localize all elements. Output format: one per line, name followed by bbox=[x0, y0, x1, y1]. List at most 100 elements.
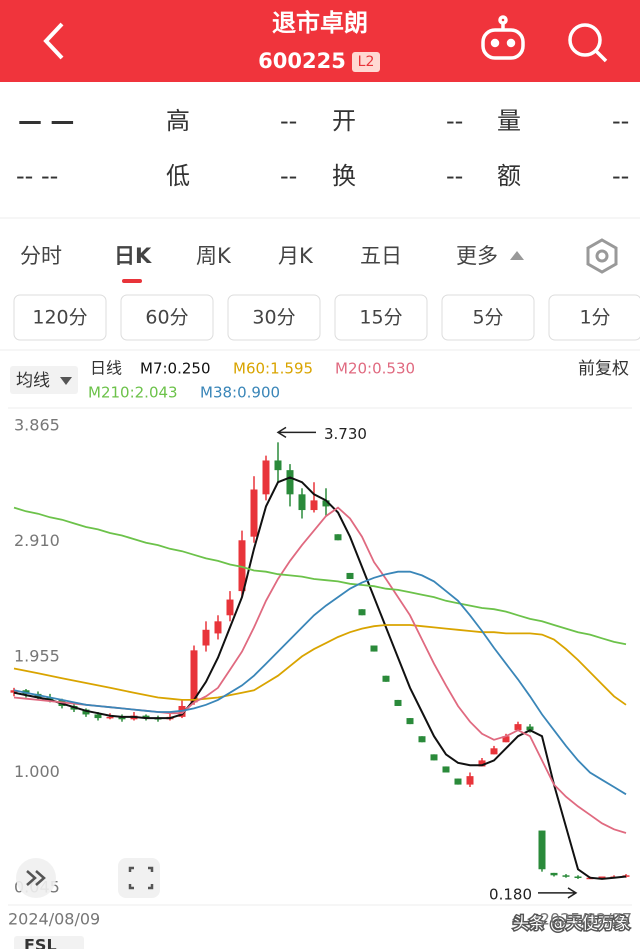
interval-button[interactable] bbox=[548, 294, 640, 341]
watermark: 头条 @天使万象 bbox=[513, 914, 630, 933]
max-arrow bbox=[276, 426, 316, 438]
candle-body bbox=[262, 460, 270, 495]
tab[interactable]: 月K bbox=[278, 244, 314, 268]
candle-body bbox=[310, 500, 318, 511]
quote-cell: -- bbox=[280, 107, 297, 135]
min-label: 0.180 bbox=[489, 885, 532, 903]
quote-cell: 换 bbox=[332, 162, 356, 190]
fullscreen-button[interactable] bbox=[118, 858, 160, 898]
legend-entry: M20:0.530 bbox=[335, 360, 415, 378]
indicator-button-bg[interactable] bbox=[10, 366, 78, 394]
quote-cell: -- bbox=[446, 162, 463, 190]
stock-name: 退市卓朗 bbox=[272, 9, 368, 37]
max-label: 3.730 bbox=[324, 425, 367, 443]
interval-label: 60分 bbox=[145, 307, 188, 329]
ma-line bbox=[13, 476, 627, 880]
robot-icon[interactable] bbox=[481, 15, 525, 60]
tab[interactable]: 周K bbox=[196, 244, 232, 268]
candle-body bbox=[202, 629, 210, 646]
search-icon[interactable] bbox=[568, 23, 608, 63]
x-tick-label: 2024/08/09 bbox=[8, 910, 100, 929]
back-button[interactable] bbox=[43, 22, 64, 60]
y-tick-label: 2.910 bbox=[14, 531, 60, 550]
indicator-button[interactable]: 均线 bbox=[16, 371, 50, 391]
interval-label: 30分 bbox=[252, 307, 295, 329]
legend-entry: M38:0.900 bbox=[200, 384, 280, 402]
legend-entry: M60:1.595 bbox=[233, 360, 313, 378]
badge-bg bbox=[352, 52, 380, 72]
ma-line bbox=[13, 506, 627, 646]
candle-body bbox=[574, 876, 582, 879]
min-arrow bbox=[538, 887, 578, 899]
y-tick-label: 1.955 bbox=[14, 647, 60, 666]
quote-cell: -- bbox=[612, 107, 629, 135]
y-tick-label: 3.865 bbox=[14, 416, 60, 435]
candle-body bbox=[286, 470, 294, 495]
interval-button[interactable] bbox=[441, 294, 535, 341]
expand-button[interactable] bbox=[16, 858, 56, 898]
candle-body bbox=[454, 778, 462, 785]
candle-body bbox=[214, 621, 222, 634]
candle-body bbox=[622, 875, 630, 877]
tab-underline bbox=[122, 279, 142, 283]
interval-label: 15分 bbox=[359, 307, 402, 329]
y-tick-label: 1.000 bbox=[14, 762, 60, 781]
quote-cell: 低 bbox=[166, 162, 190, 190]
tab[interactable]: 更多 bbox=[456, 244, 498, 268]
candle-body bbox=[250, 489, 258, 537]
candle-body bbox=[538, 830, 546, 870]
ma-line bbox=[13, 624, 627, 706]
candle-body bbox=[526, 726, 534, 731]
candle-body bbox=[226, 599, 234, 616]
candle-body bbox=[466, 776, 474, 785]
candle-body bbox=[370, 645, 378, 652]
quote-cell: 量 bbox=[497, 107, 521, 135]
candle-body bbox=[358, 609, 366, 616]
header-bar bbox=[0, 0, 640, 82]
tab[interactable]: 五日 bbox=[360, 244, 402, 268]
legend-entry: M210:2.043 bbox=[88, 384, 178, 402]
interval-button[interactable] bbox=[334, 294, 428, 341]
more-arrow bbox=[510, 251, 524, 260]
candle-body bbox=[10, 690, 18, 693]
quote-panel: — — 高 -- 开 -- 量 -- -- -- 低 -- 换 -- 额 -- bbox=[16, 107, 629, 190]
candle-body bbox=[94, 714, 102, 719]
period-label: 日线 bbox=[90, 359, 122, 378]
interval-button[interactable] bbox=[227, 294, 321, 341]
candle-body bbox=[346, 572, 354, 579]
quote-cell: 开 bbox=[332, 107, 356, 135]
candle-body bbox=[442, 766, 450, 773]
ma-line bbox=[13, 506, 627, 834]
candle-body bbox=[118, 716, 126, 720]
candle-body bbox=[322, 500, 330, 507]
candle-body bbox=[550, 872, 558, 876]
bottom-indicator[interactable]: FSL bbox=[24, 936, 57, 949]
interval-buttons: 120分 60分 30分 15分 5分 1分 bbox=[13, 294, 640, 341]
candle-body bbox=[274, 460, 282, 471]
quote-cell: 额 bbox=[497, 162, 521, 190]
candle-body bbox=[382, 675, 390, 682]
tab[interactable]: 日K bbox=[114, 244, 152, 268]
candle-body bbox=[490, 748, 498, 755]
candle-body bbox=[598, 876, 606, 879]
tab[interactable]: 分时 bbox=[20, 244, 62, 268]
adjust-label[interactable]: 前复权 bbox=[578, 359, 629, 379]
candle-body bbox=[46, 697, 54, 700]
interval-button[interactable] bbox=[120, 294, 214, 341]
legend-entry: M7:0.250 bbox=[140, 360, 210, 378]
bottom-indicator-bg[interactable] bbox=[14, 936, 84, 949]
x-tick-label: 2025/02/27 bbox=[540, 910, 632, 929]
quote-cell: -- bbox=[446, 107, 463, 135]
settings-icon[interactable] bbox=[586, 238, 618, 274]
candle-body bbox=[298, 494, 306, 511]
interval-button[interactable] bbox=[13, 294, 107, 341]
quote-cell: -- -- bbox=[16, 162, 58, 190]
candle-body bbox=[406, 718, 414, 725]
stock-code: 600225 bbox=[258, 49, 346, 73]
interval-label: 120分 bbox=[32, 307, 87, 329]
quote-cell: 高 bbox=[166, 107, 190, 135]
candle-body bbox=[394, 699, 402, 706]
